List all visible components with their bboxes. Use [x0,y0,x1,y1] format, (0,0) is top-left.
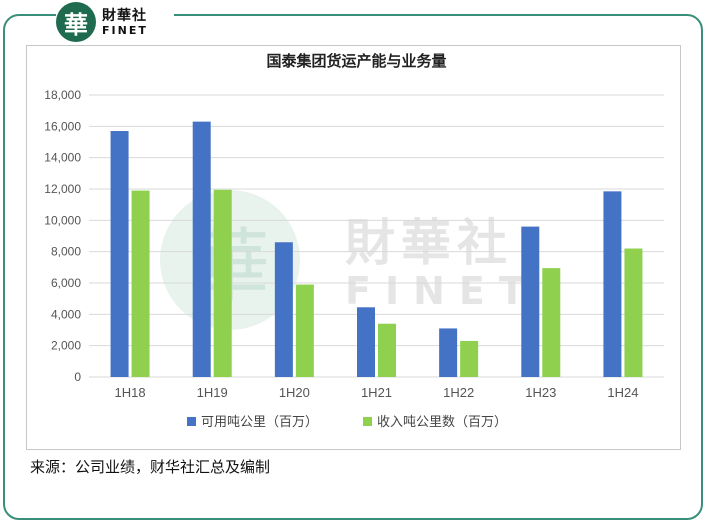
chart-title: 国泰集团货运产能与业务量 [266,52,446,70]
bar-available [110,131,129,377]
bar-available [357,307,375,377]
bar-revenue [295,284,314,377]
legend-label: 可用吨公里（百万） [201,415,318,430]
logo-text: 財華社 FINET [102,9,148,36]
y-tick-label: 10,000 [44,213,81,227]
legend-swatch [187,417,196,426]
bar-available [192,121,211,377]
x-tick-label: 1H19 [197,385,228,400]
chart-area: 国泰集团货运产能与业务量 0 2,000 4,000 6,000 8,000 10,000 1… [26,45,681,450]
x-tick-label: 1H18 [115,385,146,400]
logo-mark: 華 [56,2,96,42]
y-tick-label: 0 [74,370,81,384]
bar-revenue [624,248,643,377]
bar-available [439,328,458,377]
bar-available [603,191,622,377]
x-tick-label: 1H21 [361,385,392,400]
y-tick-label: 2,000 [51,339,81,353]
y-tick-label: 12,000 [44,182,81,196]
y-tick-label: 16,000 [44,119,81,133]
y-tick-label: 14,000 [44,151,81,165]
bar-available [521,226,540,377]
legend-label: 收入吨公里数（百万） [377,415,507,430]
finet-logo: 華 財華社 FINET [56,2,174,42]
x-tick-label: 1H20 [279,385,310,400]
x-tick-label: 1H22 [443,385,474,400]
bar-revenue [213,189,232,377]
x-tick-label: 1H24 [607,385,638,400]
y-tick-label: 4,000 [51,307,81,321]
source-note: 来源：公司业绩，财华社汇总及编制 [30,458,271,476]
bar-available [274,242,293,377]
bar-revenue [378,323,396,377]
logo-cn: 財華社 [102,7,147,24]
bar-chart: 国泰集团货运产能与业务量 0 2,000 4,000 6,000 8,000 10,000 1… [44,52,664,430]
bar-revenue [542,268,561,377]
y-tick-label: 18,000 [44,88,81,102]
logo-en: FINET [102,23,148,37]
bar-revenue [460,340,479,377]
y-tick-label: 8,000 [51,245,81,259]
x-tick-label: 1H23 [525,385,556,400]
bar-revenue [131,190,150,377]
legend-swatch [363,417,372,426]
y-tick-label: 6,000 [51,276,81,290]
